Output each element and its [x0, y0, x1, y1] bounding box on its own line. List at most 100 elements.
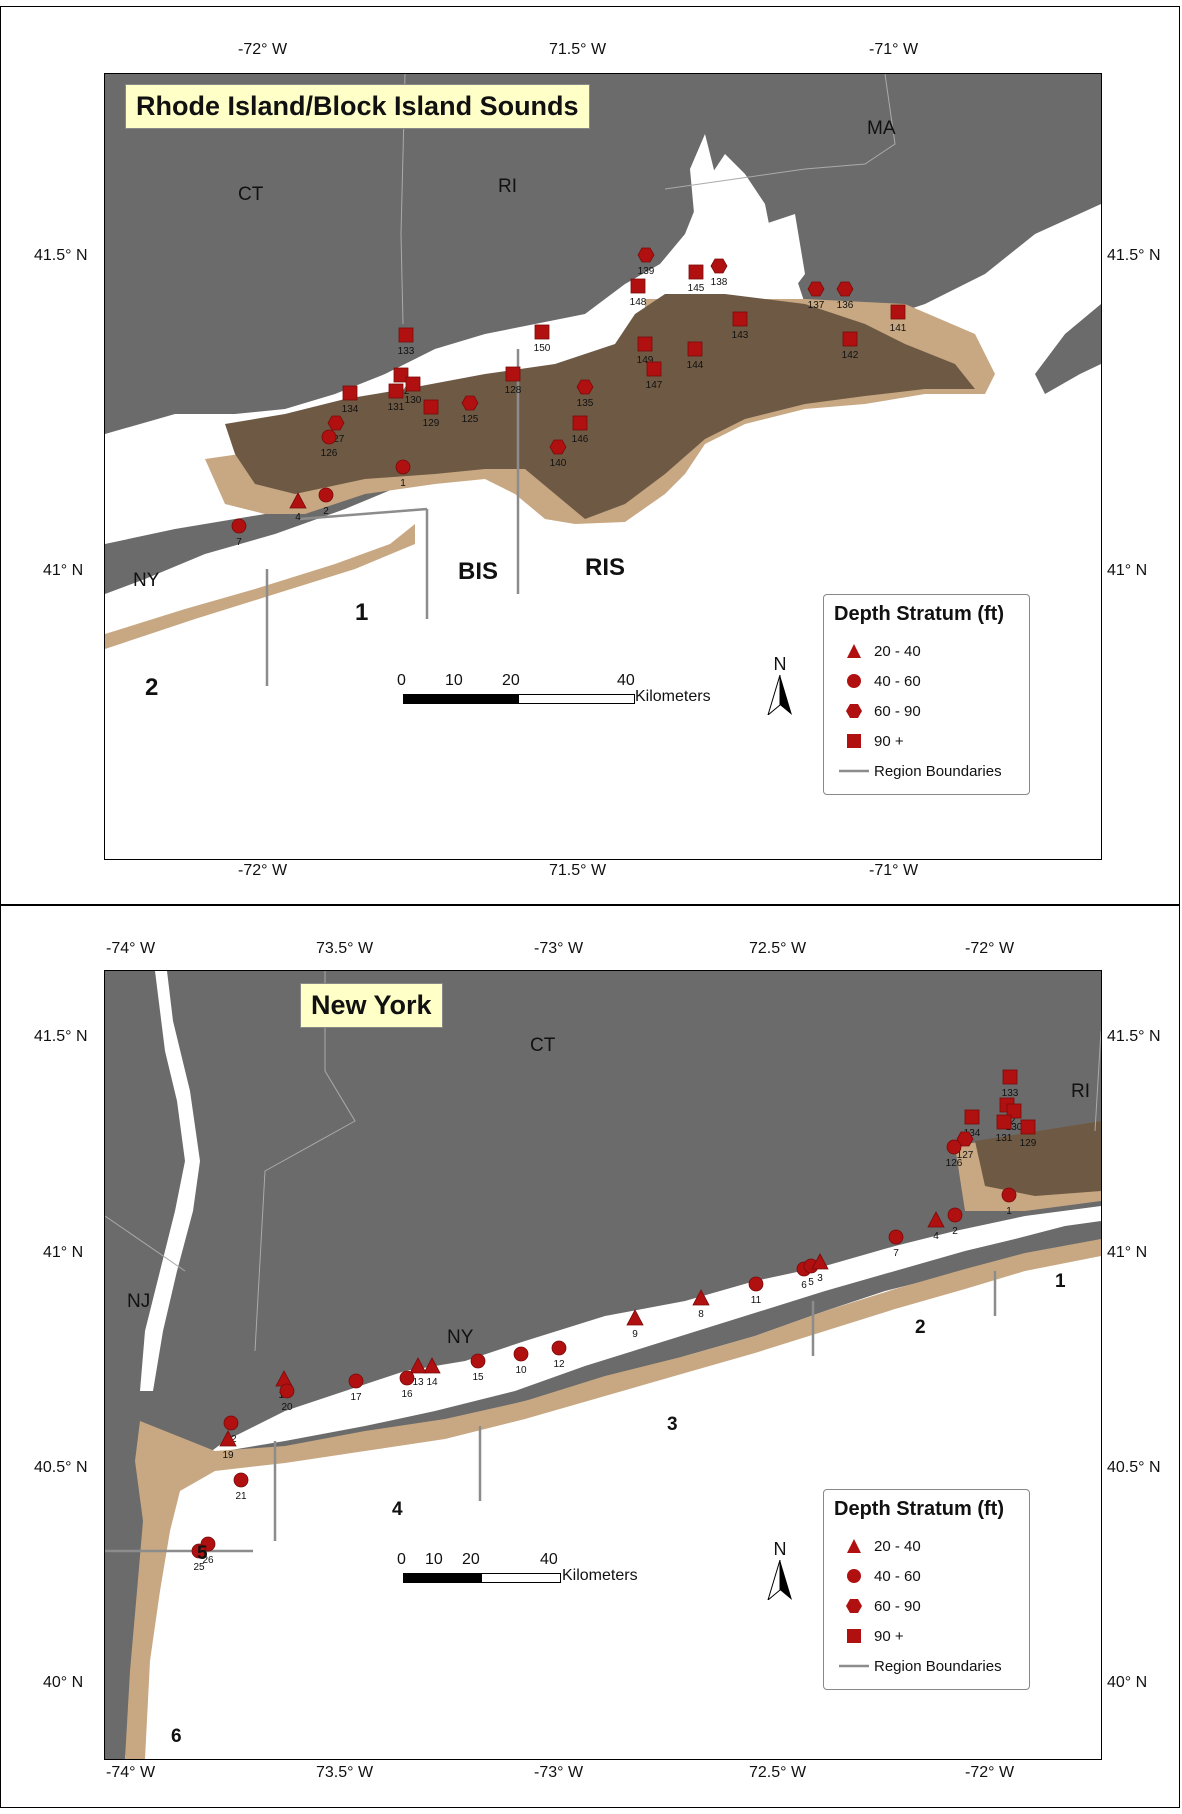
- region-number-4: 4: [392, 1499, 403, 1520]
- station-marker: [289, 492, 307, 509]
- station-marker: [1020, 1119, 1036, 1135]
- station-marker: [576, 379, 594, 395]
- bottom-tick-3: -73° W: [534, 1764, 584, 1781]
- station-marker: [637, 247, 655, 263]
- station-label: 127: [957, 1150, 974, 1161]
- legend-item-circle: 40 - 60: [834, 666, 1019, 696]
- bottom-tick-1: -74° W: [106, 1764, 156, 1781]
- top-tick-2: 71.5° W: [549, 41, 607, 58]
- station-marker: [398, 327, 414, 343]
- right-tick-3: 40.5° N: [1107, 1459, 1161, 1476]
- scale-bar-ri: 0 10 20 40 Kilometers: [395, 672, 715, 722]
- station-label: 147: [646, 380, 663, 391]
- top-tick-3: -73° W: [534, 940, 584, 957]
- triangle-icon: [847, 1539, 861, 1553]
- circle-icon: [847, 1569, 861, 1583]
- legend-label: 60 - 90: [874, 1597, 921, 1615]
- station-marker: [842, 331, 858, 347]
- north-arrow-ny: N: [760, 1539, 800, 1605]
- legend-title: Depth Stratum (ft): [834, 1498, 1004, 1520]
- station-marker: [219, 1430, 237, 1447]
- station-label: 136: [837, 300, 854, 311]
- right-tick-1: 41.5° N: [1107, 247, 1161, 264]
- scale-unit: Kilometers: [562, 1567, 638, 1584]
- station-marker: [191, 1543, 207, 1559]
- state-line-ny-ct: [254, 971, 356, 1352]
- legend-label: 20 - 40: [874, 1537, 921, 1555]
- station-label: 13: [412, 1377, 424, 1388]
- scale-label-0: 0: [397, 1551, 406, 1568]
- station-marker: [534, 324, 550, 340]
- station-label: 4: [933, 1231, 939, 1242]
- station-marker: [399, 1370, 415, 1386]
- panel-rhode-island: -72° W 71.5° W -71° W -72° W 71.5° W -71…: [0, 6, 1180, 905]
- station-label: 15: [472, 1372, 484, 1383]
- legend-item-square: 90 +: [834, 1621, 1019, 1651]
- legend-item-triangle: 20 - 40: [834, 636, 1019, 666]
- station-marker: [626, 1309, 644, 1326]
- legend-item-hexagon: 60 - 90: [834, 696, 1019, 726]
- station-label: 11: [751, 1295, 762, 1306]
- station-label: 138: [711, 277, 728, 288]
- station-marker: [947, 1207, 963, 1223]
- line-icon: [839, 1664, 869, 1668]
- scale-label-0: 0: [397, 672, 406, 689]
- station-label: 145: [688, 283, 705, 294]
- region-number-2: 2: [915, 1317, 926, 1338]
- right-tick-2: 41° N: [1107, 562, 1148, 579]
- north-label: N: [773, 1539, 787, 1559]
- map-title-ny: New York: [300, 983, 443, 1028]
- station-label: 125: [462, 414, 479, 425]
- region-number-2: 2: [145, 674, 159, 701]
- station-marker: [996, 1114, 1012, 1130]
- station-label: 142: [842, 350, 859, 361]
- area-label-bis: BIS: [458, 558, 499, 585]
- station-marker: [348, 1373, 364, 1389]
- mainland-land: [105, 971, 1101, 1759]
- state-label-ct: CT: [530, 1035, 556, 1056]
- long-island: [105, 464, 450, 594]
- state-label-ri: RI: [1071, 1081, 1090, 1102]
- bottom-tick-2: 73.5° W: [316, 1764, 374, 1781]
- station-marker: [393, 367, 409, 383]
- station-marker: [688, 264, 704, 280]
- region-number-3: 3: [667, 1414, 678, 1435]
- legend-label: Region Boundaries: [874, 1657, 1002, 1675]
- top-tick-4: 72.5° W: [749, 940, 807, 957]
- mainland-land: [105, 74, 1101, 434]
- station-label: 10: [515, 1365, 527, 1376]
- state-line-ny-nj: [105, 1215, 186, 1272]
- legend-item-line: Region Boundaries: [834, 756, 1019, 786]
- station-marker: [342, 385, 358, 401]
- left-tick-2: 41° N: [43, 1244, 84, 1261]
- station-label: 130: [405, 395, 422, 406]
- scale-label-10: 10: [425, 1551, 443, 1568]
- station-marker: [888, 1229, 904, 1245]
- station-label: 14: [426, 1377, 438, 1388]
- station-label: 146: [572, 434, 589, 445]
- legend-item-circle: 40 - 60: [834, 1561, 1019, 1591]
- top-tick-1: -74° W: [106, 940, 156, 957]
- north-arrow-icon: [767, 1559, 792, 1602]
- long-island: [225, 1221, 1101, 1459]
- legend-ri: Depth Stratum (ft) 20 - 40 40 - 60 60 - …: [823, 594, 1030, 795]
- station-marker: [327, 415, 345, 431]
- top-tick-1: -72° W: [238, 41, 288, 58]
- region-number-6: 6: [171, 1726, 182, 1747]
- station-label: 8: [698, 1309, 704, 1320]
- station-label: 16: [401, 1389, 413, 1400]
- station-marker: [890, 304, 906, 320]
- station-label: 1: [1006, 1206, 1012, 1217]
- legend-label: 60 - 90: [874, 702, 921, 720]
- station-marker: [748, 1276, 764, 1292]
- bottom-tick-2: 71.5° W: [549, 862, 607, 879]
- hexagon-icon: [846, 704, 862, 718]
- line-icon: [839, 769, 869, 773]
- station-label: 133: [1002, 1088, 1019, 1099]
- legend-ny: Depth Stratum (ft) 20 - 40 40 - 60 60 - …: [823, 1489, 1030, 1690]
- station-marker: [321, 429, 337, 445]
- top-tick-5: -72° W: [965, 940, 1015, 957]
- bottom-tick-1: -72° W: [238, 862, 288, 879]
- right-tick-2: 41° N: [1107, 1244, 1148, 1261]
